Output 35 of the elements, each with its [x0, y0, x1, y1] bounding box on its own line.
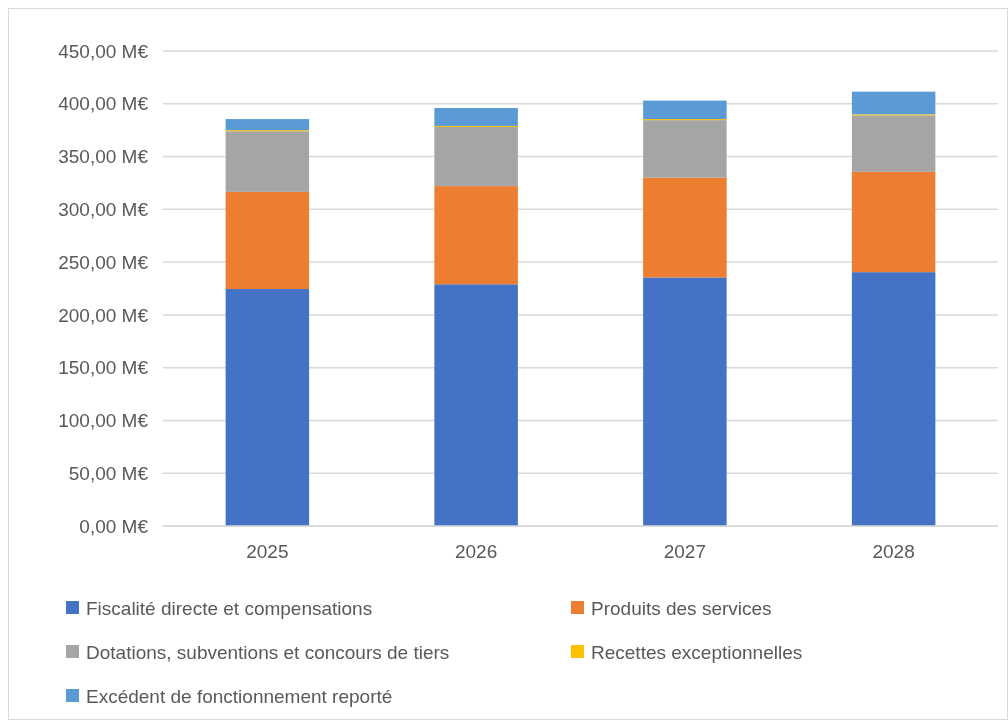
x-tick-label: 2025	[246, 541, 289, 562]
y-tick-label: 100,00 M€	[58, 410, 149, 432]
bar	[643, 177, 727, 278]
y-tick-label: 200,00 M€	[58, 304, 149, 326]
bar	[851, 171, 936, 273]
y-tick-label: 300,00 M€	[58, 198, 149, 220]
bar	[434, 108, 518, 126]
bar	[851, 91, 936, 115]
legend-label: Excédent de fonctionnement reporté	[86, 685, 393, 707]
x-tick-label: 2027	[663, 541, 707, 562]
bar	[225, 119, 310, 131]
bar	[434, 186, 518, 285]
bar	[225, 289, 310, 526]
y-tick-label: 250,00 M€	[58, 251, 149, 273]
legend-label: Recettes exceptionnelles	[591, 641, 803, 663]
x-tick-label: 2028	[872, 541, 915, 562]
bar	[225, 191, 310, 290]
y-tick-label: 0,00 M€	[79, 515, 149, 537]
bar	[434, 127, 518, 187]
legend-label: Produits des services	[591, 597, 772, 619]
bar	[643, 120, 727, 178]
y-tick-label: 400,00 M€	[58, 93, 149, 115]
y-tick-label: 450,00 M€	[58, 40, 149, 62]
bar	[851, 272, 936, 526]
legend-label: Fiscalité directe et compensations	[86, 597, 373, 619]
y-tick-label: 350,00 M€	[58, 146, 149, 168]
bar	[851, 115, 936, 172]
y-tick-label: 50,00 M€	[68, 462, 149, 484]
bar	[643, 277, 727, 526]
x-tick-label: 2026	[454, 541, 498, 562]
legend-label: Dotations, subventions et concours de tiers	[86, 641, 450, 663]
bar	[225, 131, 310, 192]
bar	[434, 284, 518, 526]
y-tick-label: 150,00 M€	[58, 357, 149, 379]
bar	[643, 100, 727, 120]
